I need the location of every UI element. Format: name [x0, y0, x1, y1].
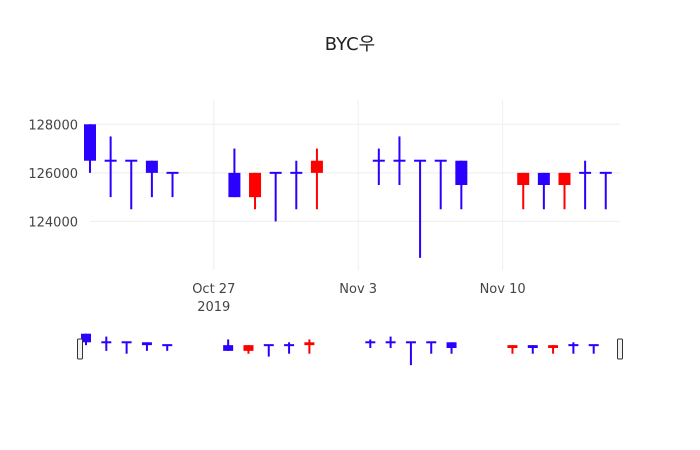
slider-candle-body	[385, 341, 396, 344]
price-candle-body	[290, 171, 303, 174]
slider-candle-body	[426, 341, 437, 344]
price-candle-body	[599, 171, 612, 174]
price-candle	[228, 148, 241, 198]
price-candle-body	[455, 160, 468, 185]
slider-candle-body	[162, 344, 173, 347]
slider-candle	[507, 345, 518, 354]
slider-candle	[527, 345, 538, 354]
price-candle-body	[269, 171, 282, 174]
slider-candle	[568, 342, 579, 354]
price-candle	[269, 171, 282, 222]
slider-candle	[101, 336, 112, 351]
price-candle	[414, 159, 427, 258]
slider-candle-body	[446, 342, 457, 348]
price-candle-body	[579, 171, 592, 174]
slider-candle	[162, 344, 173, 351]
x-tick-year-label: 2019	[197, 300, 230, 315]
slider-candle-body	[101, 341, 112, 344]
slider-candle	[284, 342, 295, 354]
slider-candle	[426, 341, 437, 354]
slider-candle-body	[365, 341, 376, 344]
price-candle-body	[166, 171, 179, 174]
range-slider-right-handle[interactable]	[617, 338, 623, 360]
slider-candle	[405, 341, 416, 366]
price-candle-body	[125, 159, 138, 162]
price-candle	[455, 160, 468, 210]
price-candle-body	[393, 159, 406, 162]
slider-candle-body	[405, 341, 416, 344]
candles	[84, 124, 612, 258]
price-candle-body	[104, 159, 117, 162]
price-candle	[249, 172, 262, 210]
price-candle	[145, 160, 158, 198]
slider-candle-body	[507, 345, 518, 348]
price-candle	[84, 124, 96, 173]
price-candle-body	[228, 172, 241, 198]
slider-candle	[548, 345, 559, 354]
slider-candle-body	[81, 333, 91, 343]
price-candle-body	[145, 160, 158, 173]
price-candle-body	[558, 172, 571, 185]
price-candle-body	[517, 172, 530, 185]
slider-candle-body	[568, 344, 579, 347]
price-candle-body	[434, 159, 447, 162]
price-candle	[310, 148, 323, 210]
price-candle	[393, 136, 406, 185]
slider-candle	[121, 341, 132, 354]
price-candle-body	[537, 172, 550, 185]
slider-candle-body	[121, 341, 132, 344]
slider-candle-body	[548, 345, 559, 348]
slider-candle-body	[527, 345, 538, 348]
price-candle-body	[372, 159, 385, 162]
range-slider-left-handle[interactable]	[77, 338, 83, 360]
range-slider[interactable]	[77, 328, 623, 368]
price-candle-body	[310, 160, 323, 173]
slider-candle-body	[243, 345, 254, 351]
slider-candle	[304, 339, 315, 354]
slider-candle-body	[263, 344, 274, 347]
price-candle	[125, 159, 138, 210]
slider-candle	[141, 342, 152, 351]
slider-candle-body	[141, 342, 152, 346]
price-candle	[372, 148, 385, 185]
y-tick-label: 126000	[28, 167, 78, 182]
price-candle-body	[414, 159, 427, 162]
price-candle	[104, 136, 117, 198]
y-tick-label: 124000	[28, 215, 78, 230]
chart-title: BYC우	[325, 34, 376, 55]
price-candle	[599, 171, 612, 210]
x-tick-label: Nov 3	[339, 282, 377, 297]
slider-candle	[365, 339, 376, 348]
slider-candle-body	[223, 345, 234, 351]
price-candle	[166, 171, 179, 198]
price-candle-body	[84, 124, 96, 161]
price-candle	[434, 159, 447, 210]
y-axis-ticks: 124000 126000 128000	[28, 118, 78, 230]
slider-candle	[446, 342, 457, 354]
range-slider-background	[80, 328, 620, 368]
price-candle	[290, 160, 303, 210]
price-candle	[517, 172, 530, 210]
slider-candle-body	[588, 344, 599, 347]
slider-candle-body	[304, 342, 315, 346]
x-tick-label: Nov 10	[480, 282, 526, 297]
price-candle	[579, 160, 592, 210]
slider-candle	[81, 333, 91, 346]
slider-candle	[223, 339, 234, 351]
slider-candle	[263, 344, 274, 357]
price-candle	[537, 172, 550, 210]
price-candle-body	[249, 172, 262, 198]
slider-candle-body	[284, 344, 295, 347]
slider-candle	[588, 344, 599, 354]
x-tick-label: Oct 27	[192, 282, 235, 297]
y-tick-label: 128000	[28, 118, 78, 133]
x-axis-ticks: Oct 27 2019 Nov 3 Nov 10	[192, 282, 525, 315]
slider-candle	[243, 345, 254, 354]
price-candle	[558, 172, 571, 210]
slider-candle	[385, 336, 396, 348]
